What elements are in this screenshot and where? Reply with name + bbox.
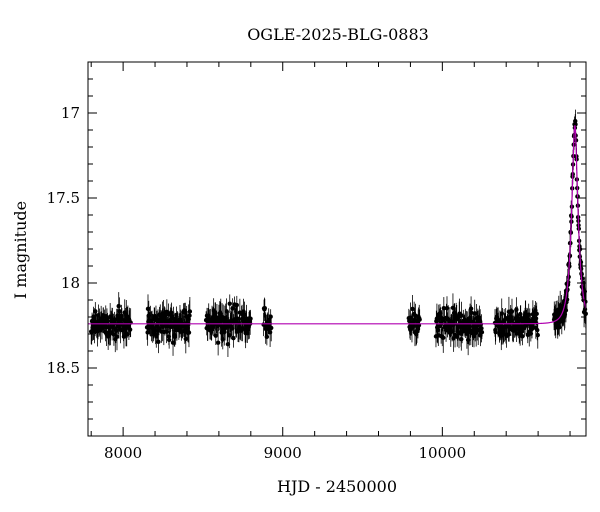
data-point [124, 332, 129, 337]
data-point [441, 306, 447, 311]
data-point [164, 329, 169, 334]
data-point [234, 302, 240, 308]
data-point [267, 330, 273, 335]
axis-ticks: 8000 9000 10000 17 17.5 18 18.5 [47, 61, 586, 462]
plot-frame [87, 61, 587, 437]
data-point [417, 317, 422, 322]
data-point [479, 326, 484, 331]
data-point [410, 306, 415, 312]
data-point [213, 333, 218, 338]
x-axis-title: HJD - 2450000 [277, 477, 397, 496]
data-point [268, 314, 273, 319]
data-point [535, 327, 540, 333]
model-curve-layer [88, 125, 587, 325]
data-point [187, 309, 193, 314]
data-point [186, 330, 192, 335]
data-point [116, 303, 121, 309]
x-tick-label: 9000 [264, 444, 302, 462]
data-point [479, 330, 485, 335]
data-point [435, 327, 440, 333]
y-tick-label: 17.5 [47, 189, 80, 207]
data-point [580, 276, 585, 281]
data-point [269, 325, 274, 331]
data-point [183, 336, 189, 342]
y-tick-label: 18 [61, 274, 80, 292]
data-point [248, 316, 253, 321]
data-point [437, 310, 443, 316]
data-point [441, 335, 446, 340]
y-tick-label: 17 [61, 104, 80, 122]
data-point [127, 327, 133, 332]
y-tick-label: 18.5 [47, 359, 80, 377]
data-point [227, 301, 232, 306]
data-point [117, 308, 122, 314]
chart-title: OGLE-2025-BLG-0883 [247, 25, 429, 44]
data-point [459, 336, 464, 342]
data-point [520, 334, 525, 339]
data-point [242, 312, 247, 317]
data-point [262, 306, 268, 311]
data-point [231, 335, 236, 341]
data-point [533, 316, 539, 321]
data-point [459, 313, 464, 318]
data-point [156, 339, 161, 345]
data-point [493, 329, 498, 335]
model-curve [88, 125, 587, 325]
data-point [215, 340, 221, 345]
y-axis-title: I magnitude [11, 201, 30, 299]
data-point [509, 309, 515, 314]
data-point [514, 307, 519, 312]
data-point [535, 332, 540, 338]
data-point [230, 306, 235, 311]
data-point [114, 334, 120, 339]
data-points [88, 109, 588, 357]
data-point [220, 337, 225, 342]
data-point [534, 311, 539, 317]
data-point [264, 334, 270, 340]
data-point [469, 310, 474, 316]
x-tick-label: 10000 [418, 444, 466, 462]
x-tick-label: 8000 [104, 444, 142, 462]
data-point [166, 337, 172, 343]
data-point [472, 311, 477, 316]
